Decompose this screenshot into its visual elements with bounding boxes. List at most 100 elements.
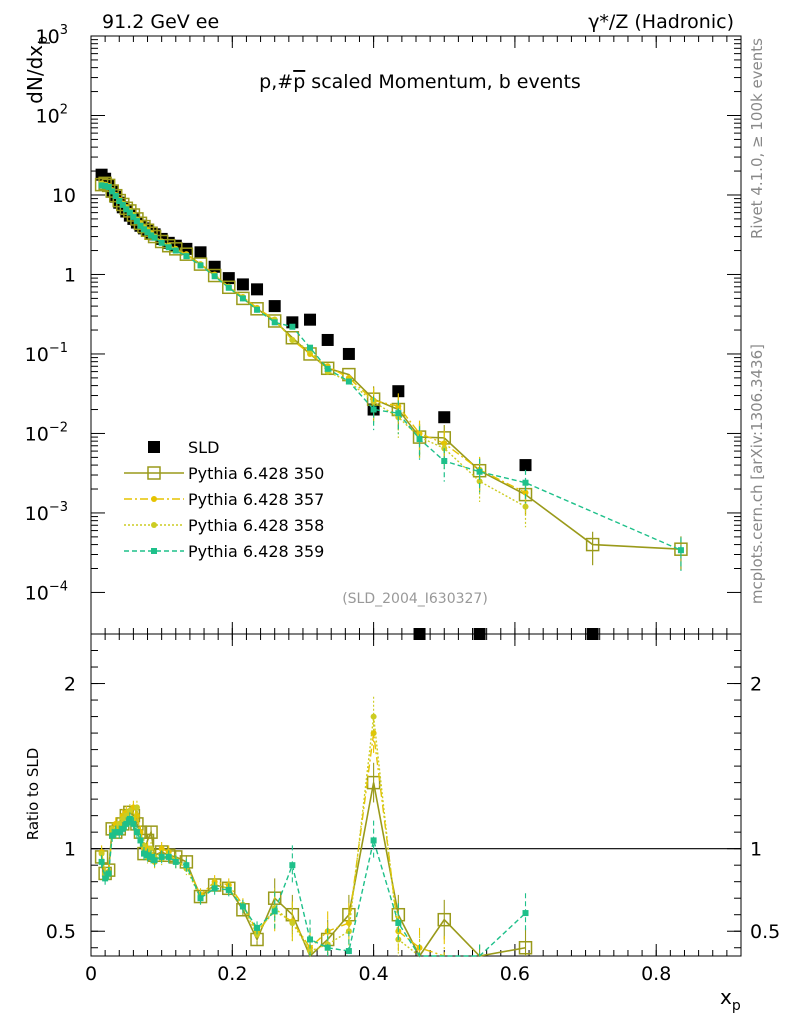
ratio-marker bbox=[370, 713, 377, 720]
series-marker bbox=[108, 188, 123, 203]
ratio-y-tick-label-right: 2 bbox=[750, 674, 762, 696]
series-marker bbox=[522, 503, 529, 510]
legend-label: Pythia 6.428 359 bbox=[188, 542, 324, 561]
plot-title-prefix: p,# bbox=[259, 71, 293, 93]
sld-data-point bbox=[268, 300, 281, 313]
ratio-marker bbox=[225, 886, 232, 893]
series-marker bbox=[109, 188, 116, 195]
ratio-marker bbox=[197, 895, 204, 902]
ratio-marker bbox=[345, 948, 352, 955]
y-tick-label: 102 bbox=[36, 102, 68, 127]
series-marker bbox=[370, 406, 377, 413]
ratio-marker bbox=[289, 919, 296, 926]
y-tick-base: 10 bbox=[52, 185, 76, 207]
ratio-marker bbox=[148, 853, 155, 860]
ratio-marker bbox=[116, 820, 123, 827]
series-marker bbox=[98, 182, 105, 189]
side-label-top: Rivet 4.1.0, ≥ 100k events bbox=[748, 38, 766, 239]
x-axis-label-sub: p bbox=[732, 998, 741, 1014]
ratio-marker bbox=[98, 850, 105, 857]
ratio-marker bbox=[123, 820, 130, 827]
ratio-marker bbox=[165, 853, 172, 860]
legend-label: Pythia 6.428 358 bbox=[188, 516, 324, 535]
plot-title-antiproton: p bbox=[293, 71, 305, 93]
header-right: γ*/Z (Hadronic) bbox=[588, 11, 734, 33]
y-axis-label-main: dN/dx bbox=[23, 45, 47, 104]
series-marker bbox=[345, 378, 352, 385]
sld-data-point bbox=[586, 628, 599, 640]
series-marker bbox=[370, 398, 377, 405]
series-marker bbox=[324, 365, 331, 372]
ratio-marker bbox=[151, 857, 158, 864]
y-tick-exponent: −1 bbox=[49, 341, 68, 356]
y-axis-label-sub: p bbox=[35, 36, 51, 45]
x-tick-label: 0.2 bbox=[217, 963, 247, 985]
series-marker bbox=[441, 458, 448, 465]
series-marker bbox=[254, 306, 261, 313]
analysis-annotation: (SLD_2004_I630327) bbox=[342, 591, 488, 607]
series-marker bbox=[476, 478, 483, 485]
y-tick-label: 10−2 bbox=[25, 420, 68, 445]
series-marker bbox=[140, 226, 147, 233]
x-tick-label: 0.4 bbox=[358, 963, 388, 985]
series-marker bbox=[476, 468, 483, 475]
series-pythia-6-428-359 bbox=[98, 182, 684, 571]
ratio-series-layer bbox=[94, 696, 533, 958]
series-marker bbox=[148, 232, 155, 239]
ratio-marker bbox=[126, 807, 133, 814]
legend-marker bbox=[151, 522, 157, 528]
series-marker bbox=[119, 201, 126, 208]
ratio-marker bbox=[172, 858, 179, 865]
legend-marker bbox=[151, 496, 157, 502]
series-marker bbox=[225, 284, 232, 291]
sld-data-point bbox=[321, 333, 334, 346]
series-marker bbox=[102, 182, 109, 189]
sld-data-point bbox=[413, 628, 426, 640]
legend-item: Pythia 6.428 359 bbox=[124, 542, 324, 561]
y-tick-label: 10−3 bbox=[25, 500, 68, 525]
ratio-marker bbox=[102, 875, 109, 882]
series-marker bbox=[250, 302, 264, 316]
ratio-axis-ticks: 0.5 0.5 1 1 2 2 bbox=[46, 650, 780, 949]
series-marker bbox=[307, 344, 314, 351]
sld-data-point bbox=[194, 246, 207, 259]
series-marker bbox=[239, 295, 246, 302]
series-marker bbox=[112, 193, 119, 200]
ratio-marker bbox=[148, 845, 155, 852]
x-axis-label-main: x bbox=[720, 985, 732, 1009]
sld-data-point bbox=[438, 411, 451, 424]
series-marker bbox=[289, 336, 296, 343]
y-tick-label: 10−1 bbox=[25, 341, 68, 366]
legend-item: Pythia 6.428 350 bbox=[124, 464, 324, 483]
series-marker bbox=[165, 244, 172, 251]
plot-title: p,#p scaled Momentum, b events bbox=[259, 71, 581, 93]
sld-data-point bbox=[392, 385, 405, 398]
series-marker bbox=[285, 330, 300, 345]
y-tick-label: 10−4 bbox=[25, 579, 68, 604]
y-tick-base: 10 bbox=[25, 344, 49, 366]
y-tick-base: 10 bbox=[25, 503, 49, 525]
ratio-marker bbox=[109, 832, 116, 839]
y-tick-base: 10 bbox=[36, 105, 60, 127]
ratio-marker bbox=[137, 837, 144, 844]
series-marker bbox=[151, 234, 158, 241]
ratio-marker bbox=[158, 845, 165, 852]
header-left: 91.2 GeV ee bbox=[102, 11, 219, 33]
series-marker bbox=[116, 198, 123, 205]
legend-item: Pythia 6.428 357 bbox=[124, 490, 324, 509]
ratio-marker bbox=[518, 940, 533, 955]
legend-marker bbox=[147, 466, 161, 480]
series-marker bbox=[522, 479, 529, 486]
ratio-y-axis-label: Ratio to SLD bbox=[24, 748, 42, 841]
legend-label: Pythia 6.428 357 bbox=[188, 490, 324, 509]
sld-data-point bbox=[251, 283, 264, 296]
sld-data-point bbox=[222, 272, 235, 285]
series-marker bbox=[271, 319, 278, 326]
legend-label: SLD bbox=[188, 438, 219, 457]
ratio-marker bbox=[307, 948, 314, 955]
ratio-marker bbox=[158, 853, 165, 860]
y-tick-exponent: 3 bbox=[60, 23, 68, 38]
